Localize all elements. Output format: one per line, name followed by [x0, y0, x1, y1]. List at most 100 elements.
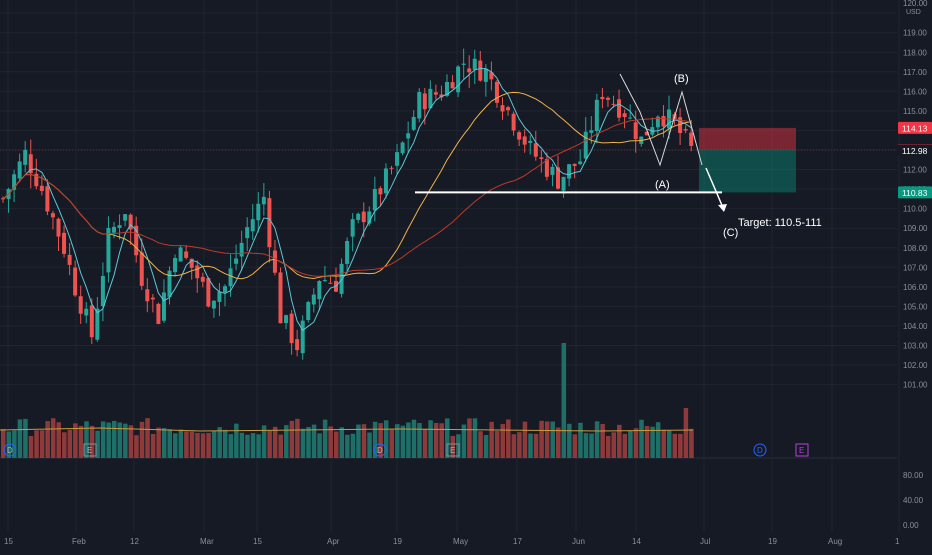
- candle-body: [200, 276, 205, 282]
- candle-body: [322, 280, 327, 282]
- volume-bar: [245, 434, 250, 458]
- candle-body: [56, 218, 61, 237]
- volume-bar: [672, 433, 678, 458]
- volume-bar: [411, 419, 417, 458]
- volume-bars: [1, 343, 694, 458]
- candle-body: [350, 219, 355, 237]
- volume-bar: [500, 424, 505, 458]
- volume-bar: [578, 422, 583, 458]
- volume-bar: [517, 432, 522, 458]
- candle-body: [445, 81, 449, 96]
- candle-body: [483, 68, 488, 82]
- candle-body: [67, 254, 72, 265]
- volume-bar: [650, 426, 655, 458]
- candle-body: [361, 211, 366, 223]
- volume-bar: [217, 427, 222, 458]
- volume-ma-line: [0, 427, 694, 432]
- candle-body: [561, 176, 566, 191]
- event-marker-label: D: [7, 446, 13, 455]
- price-tick-label: 104.00: [903, 322, 928, 331]
- volume-bar: [284, 425, 289, 458]
- volume-bar: [456, 434, 461, 458]
- currency-label: USD: [906, 9, 921, 16]
- candle-body: [433, 92, 438, 95]
- volume-bar: [89, 425, 95, 458]
- volume-bar: [295, 418, 300, 458]
- time-axis[interactable]: 15 Feb 12 Mar 15 Apr 19 May 17 Jun 14 Jul 19 Aug 1: [4, 537, 900, 546]
- candle-body: [500, 105, 505, 112]
- candle-body: [628, 117, 633, 119]
- volume-tick-label: 0.00: [903, 521, 919, 530]
- event-marker-label: E: [799, 446, 804, 455]
- volume-bar: [522, 421, 528, 458]
- candle-body: [622, 113, 627, 117]
- candle-body: [17, 161, 22, 179]
- candle-body: [128, 214, 133, 230]
- candle-body: [578, 161, 583, 165]
- candle-body: [689, 132, 694, 146]
- volume-bar: [145, 418, 150, 458]
- candle-body: [467, 68, 472, 73]
- volume-bar: [223, 429, 228, 458]
- time-tick-label: 17: [513, 537, 522, 546]
- candle-body: [300, 320, 305, 354]
- candles: [1, 48, 694, 360]
- volume-bar: [12, 430, 17, 458]
- candle-body: [106, 227, 111, 273]
- volume-bar: [378, 423, 383, 458]
- volume-bar: [589, 433, 594, 458]
- volume-bar: [439, 423, 444, 458]
- candle-body: [339, 263, 344, 294]
- volume-bar: [372, 421, 378, 458]
- volume-bar: [50, 418, 56, 458]
- volume-bar: [300, 428, 306, 458]
- volume-bar: [445, 418, 450, 458]
- volume-bar: [17, 419, 23, 458]
- candle-body: [239, 242, 244, 257]
- price-tick-label: 112.00: [903, 166, 927, 175]
- volume-bar: [317, 433, 322, 458]
- volume-bar: [134, 435, 139, 458]
- price-tick-label: 118.00: [903, 48, 927, 57]
- volume-bar: [78, 425, 84, 458]
- volume-bar: [211, 431, 217, 458]
- time-tick-label: Apr: [327, 537, 340, 546]
- ma-mid-line: [2, 91, 692, 280]
- candle-body: [372, 189, 377, 211]
- price-axis-badge-text: 110.83: [902, 188, 928, 198]
- candle-body: [317, 281, 322, 300]
- candle-body: [395, 152, 400, 166]
- volume-bar: [272, 426, 278, 458]
- volume-bar: [261, 425, 267, 458]
- volume-bar: [661, 429, 666, 458]
- candle-body: [478, 60, 483, 81]
- candle-body: [78, 296, 83, 314]
- moving-averages: [0, 67, 694, 432]
- candle-body: [617, 99, 622, 118]
- volume-bar: [256, 434, 261, 458]
- earnings-marker: [83, 443, 97, 457]
- candle-body: [95, 308, 100, 340]
- volume-bar: [339, 427, 345, 458]
- target-arrow: [705, 167, 725, 211]
- volume-bar: [250, 433, 256, 458]
- candle-body: [311, 294, 316, 305]
- candle-body: [28, 154, 33, 174]
- candle-body: [173, 257, 178, 273]
- candle-body: [411, 116, 416, 130]
- volume-bar: [467, 418, 472, 458]
- candle-body: [533, 143, 538, 157]
- volume-bar: [678, 433, 683, 458]
- price-tick-label: 105.00: [903, 302, 928, 311]
- price-axis-badge-text: 112.98: [902, 146, 928, 156]
- price-axis[interactable]: 119.00118.00117.00116.00115.00114.00113.…: [898, 0, 932, 530]
- volume-bar: [461, 424, 467, 458]
- volume-bar: [556, 427, 561, 458]
- volume-bar: [200, 433, 206, 458]
- candle-body: [356, 213, 361, 220]
- price-axis-badge: [898, 121, 932, 134]
- event-marker-label: D: [757, 446, 763, 455]
- candle-body: [195, 265, 200, 279]
